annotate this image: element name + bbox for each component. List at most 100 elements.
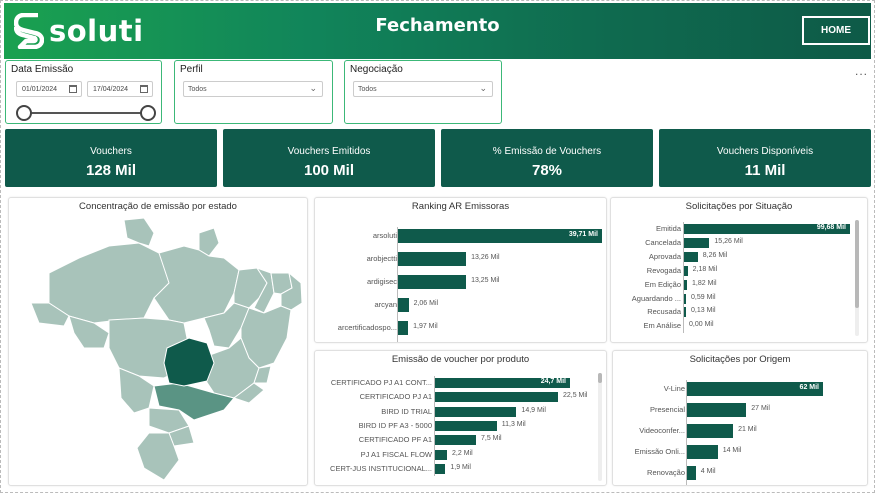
brazil-map[interactable]	[9, 198, 309, 487]
chart-axis	[434, 376, 435, 477]
bar-category-label: CERTIFICADO PF A1	[358, 435, 432, 445]
bar-category-label: Renovação	[647, 468, 685, 477]
bar[interactable]	[435, 435, 476, 446]
perfil-dropdown[interactable]: Todos ⌄	[183, 81, 323, 97]
chevron-down-icon: ⌄	[479, 83, 487, 93]
calendar-icon[interactable]	[69, 85, 77, 93]
bar[interactable]	[684, 307, 686, 318]
state-ro	[68, 315, 110, 349]
bar-category-label: ardigisec	[366, 277, 397, 286]
bar[interactable]	[398, 321, 409, 335]
range-end-handle[interactable]	[140, 105, 156, 121]
perfil-filter: Perfil Todos ⌄	[174, 60, 333, 124]
produto-scroll-thumb[interactable]	[598, 373, 602, 383]
bar-category-label: Aguardando ...	[631, 293, 681, 303]
map-title: Concentração de emissão por estado	[79, 201, 237, 212]
start-date-input[interactable]: 01/01/2024	[16, 81, 82, 97]
produto-scrollbar[interactable]	[598, 373, 602, 481]
bar[interactable]	[687, 424, 734, 438]
negociacao-filter-label: Negociação	[350, 64, 403, 75]
home-button[interactable]: HOME	[802, 16, 870, 45]
bar[interactable]	[684, 251, 698, 262]
bar-value-label: 2,06 Mil	[413, 300, 439, 307]
kpi-card-vouchers-emitidos: Vouchers Emitidos 100 Mil	[223, 129, 435, 187]
bar-value-label: 27 Mil	[751, 405, 770, 412]
end-date-input[interactable]: 17/04/2024	[87, 81, 153, 97]
calendar-icon[interactable]	[140, 85, 148, 93]
bar[interactable]	[684, 224, 850, 234]
state-rr	[123, 217, 155, 247]
bar-category-label: Em Edição	[644, 279, 681, 289]
bar[interactable]	[435, 463, 446, 474]
kpi-label: % Emissão de Vouchers	[492, 146, 602, 157]
range-start-handle[interactable]	[16, 105, 32, 121]
kpi-card-vouchers: Vouchers 128 Mil	[5, 129, 217, 187]
bar[interactable]	[687, 466, 696, 480]
perfil-filter-label: Perfil	[180, 64, 203, 75]
bar-category-label: Aprovada	[648, 251, 681, 261]
bar[interactable]	[398, 229, 602, 243]
bar-value-label: 8,26 Mil	[702, 251, 728, 259]
state-am	[48, 242, 175, 324]
bar-category-label: CERTIFICADO PJ A1 CONT...	[330, 378, 432, 387]
bar-value-label: 14,9 Mil	[521, 406, 546, 414]
more-options-icon[interactable]: ...	[855, 64, 869, 78]
bar-category-label: PJ A1 FISCAL FLOW	[360, 449, 432, 459]
bar-value-label: 1,97 Mil	[413, 323, 438, 330]
bar-value-label: 13,25 Mil	[471, 277, 500, 284]
bar-value-label: 62 Mil	[799, 384, 819, 391]
bar[interactable]	[435, 392, 558, 403]
bar[interactable]	[398, 275, 467, 289]
bar-category-label: arsoluti	[372, 231, 397, 240]
bar-category-label: Em Análise	[643, 321, 681, 331]
negociacao-selected-value: Todos	[358, 85, 377, 93]
bar-category-label: CERTIFICADO PJ A1	[359, 392, 432, 402]
bar-category-label: BIRD ID PF A3 - 5000	[358, 420, 432, 430]
bar-category-label: Videoconfer...	[639, 426, 685, 435]
bar[interactable]	[687, 403, 747, 417]
negociacao-dropdown[interactable]: Todos ⌄	[353, 81, 493, 97]
bar[interactable]	[435, 406, 517, 417]
bar[interactable]	[684, 279, 688, 290]
bar-category-label: Recusada	[647, 307, 681, 317]
bar[interactable]	[684, 293, 686, 304]
bar-value-label: 24,7 Mil	[540, 378, 566, 385]
date-range-slider[interactable]	[24, 112, 148, 114]
bar[interactable]	[398, 298, 409, 312]
bar[interactable]	[435, 420, 497, 431]
bar[interactable]	[684, 237, 710, 248]
header-banner: soluti Fechamento HOME	[4, 3, 871, 59]
bar-category-label: BIRD ID TRIAL	[381, 406, 432, 416]
bar-category-label: arcertificadospo...	[337, 323, 397, 332]
produto-title: Emissão de voucher por produto	[391, 354, 530, 365]
bar-category-label: Presencial	[649, 405, 685, 414]
state-go	[163, 337, 215, 387]
bar[interactable]	[398, 252, 467, 266]
bar-value-label: 0,13 Mil	[691, 307, 716, 315]
kpi-card-emissao-percent: % Emissão de Vouchers 78%	[441, 129, 653, 187]
bar-category-label: Emitida	[655, 224, 681, 233]
bar-value-label: 7,5 Mil	[480, 435, 502, 443]
bar[interactable]	[684, 265, 688, 276]
end-date-value: 17/04/2024	[93, 85, 129, 93]
bar[interactable]	[435, 378, 570, 388]
chart-axis	[683, 222, 684, 334]
bar-value-label: 0,59 Mil	[691, 293, 716, 301]
state-rj	[232, 382, 265, 404]
bar[interactable]	[687, 445, 718, 459]
bar[interactable]	[687, 382, 823, 396]
kpi-value: 100 Mil	[303, 162, 355, 179]
chart-axis	[397, 227, 398, 342]
bar-value-label: 13,26 Mil	[471, 254, 500, 261]
bar[interactable]	[435, 449, 448, 460]
state-sp	[153, 382, 235, 421]
situacao-scroll-thumb[interactable]	[855, 220, 859, 308]
kpi-value: 128 Mil	[85, 162, 137, 179]
situacao-title: Solicitações por Situação	[685, 201, 793, 212]
ranking-ar-panel: Ranking AR Emissoras arsoluti 39,71 Mil ar…	[314, 197, 607, 343]
chart-axis	[686, 380, 687, 485]
bar-value-label: 21 Mil	[738, 426, 757, 433]
bar-category-label: Cancelada	[645, 237, 681, 247]
page-title: Fechamento	[375, 15, 500, 36]
bar-category-label: arcyan	[374, 300, 397, 309]
